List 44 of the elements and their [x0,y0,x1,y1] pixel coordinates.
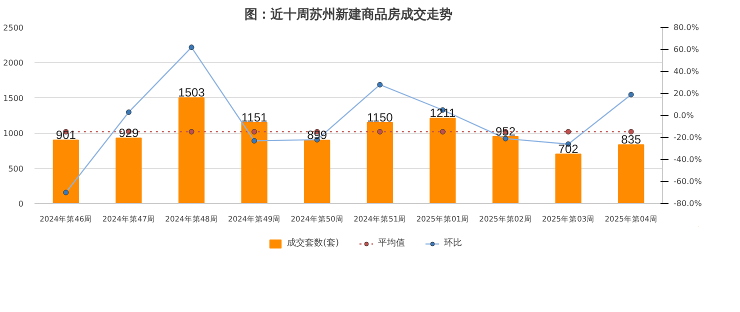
point [252,138,258,144]
y2-tick-label: 80.0% [674,23,700,32]
y-tick-label: 2500 [3,24,24,32]
data-label: 1150 [367,110,394,125]
y2-tick-label: -80.0% [674,199,702,208]
bar [618,144,644,204]
point [126,109,132,115]
legend-label: 环比 [444,237,464,250]
data-label: 1503 [178,86,206,100]
data-label: 1151 [241,110,268,124]
legend-label: 成交套数(套) [286,237,340,250]
bar [430,118,456,204]
data-label: 702 [558,142,579,156]
bar [116,138,142,204]
data-label: 1211 [430,106,456,120]
bar [492,136,519,204]
y2-tick-label: -60.0% [674,177,702,186]
bar [178,97,205,204]
y2-tick-label: -20.0% [674,133,702,142]
y2-tick-label: 60.0% [674,45,700,54]
point [377,82,383,88]
y-tick-label: 2000 [3,58,24,68]
bar [304,140,330,204]
data-label: 901 [56,128,76,142]
bar [52,140,79,204]
chart-title: 图：近十周苏州新建商品房成交走势 [244,6,452,22]
y-tick-label: 500 [8,164,24,174]
y2-tick-label: 40.0% [674,67,700,76]
data-label: 835 [621,132,642,147]
bar [555,154,582,204]
legend-label: 平均值 [378,237,406,250]
point [628,92,634,98]
y2-tick-label: 20.0% [674,89,700,98]
data-label: 899 [307,128,328,142]
y2-tick-label: -40.0% [674,155,702,164]
y-tick-label: 1000 [3,129,24,138]
bar [241,122,268,204]
y-tick-label: 0 [18,200,24,208]
y2-tick-label: 0.0% [674,111,694,120]
y-tick-label: 1500 [3,94,24,103]
point [63,190,69,196]
data-label: 929 [118,126,140,140]
point [188,44,194,50]
bar [366,122,393,204]
